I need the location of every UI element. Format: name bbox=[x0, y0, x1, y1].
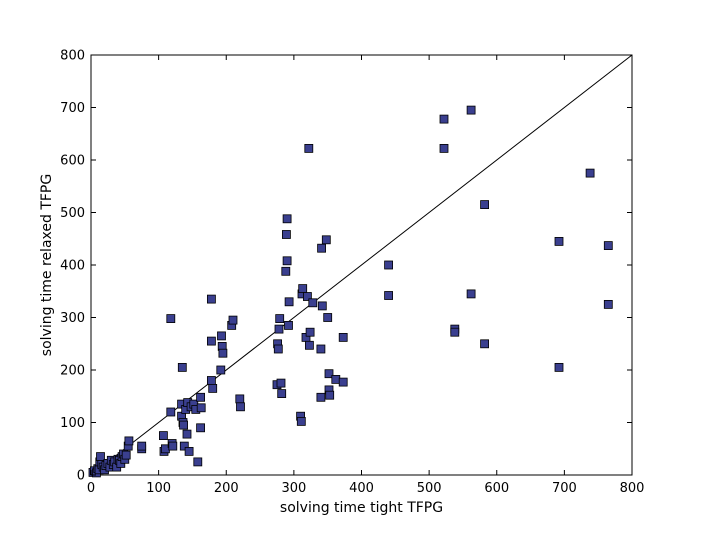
data-point-76 bbox=[284, 297, 294, 307]
y-tick-label-7: 700 bbox=[60, 101, 85, 116]
data-point-74 bbox=[282, 256, 292, 266]
data-point-90 bbox=[317, 301, 327, 311]
y-tick-label-3: 300 bbox=[60, 311, 85, 326]
data-point-87 bbox=[316, 344, 326, 354]
x-tick-label-1: 100 bbox=[146, 481, 171, 496]
data-point-102 bbox=[439, 143, 449, 153]
data-point-49 bbox=[196, 423, 206, 433]
data-point-44 bbox=[184, 446, 194, 456]
y-tick-label-0: 0 bbox=[77, 469, 85, 484]
data-point-69 bbox=[276, 378, 286, 388]
data-point-51 bbox=[196, 403, 206, 413]
data-point-71 bbox=[281, 266, 291, 276]
ticks-layer: 0 100 200 300 400 500 600 700 800 0 100 200 300 400 50… bbox=[60, 49, 644, 497]
data-point-80 bbox=[298, 284, 308, 294]
data-point-73 bbox=[282, 214, 292, 224]
data-point-40 bbox=[179, 441, 189, 451]
data-point-88 bbox=[316, 392, 326, 402]
data-point-50 bbox=[196, 392, 206, 402]
data-point-83 bbox=[304, 143, 314, 153]
data-point-55 bbox=[208, 383, 218, 393]
data-point-99 bbox=[384, 260, 394, 270]
y-tick-label-4: 400 bbox=[60, 259, 85, 274]
data-point-42 bbox=[182, 429, 192, 439]
x-tick-label-4: 400 bbox=[349, 481, 374, 496]
y-tick-label-2: 200 bbox=[60, 364, 85, 379]
data-point-37 bbox=[177, 362, 187, 372]
x-tick-label-5: 500 bbox=[417, 481, 442, 496]
x-axis-label: solving time tight TFPG bbox=[280, 500, 443, 516]
data-point-108 bbox=[480, 339, 490, 349]
data-point-104 bbox=[450, 327, 460, 337]
data-point-96 bbox=[331, 374, 341, 384]
data-point-48 bbox=[193, 457, 203, 467]
data-point-63 bbox=[236, 402, 245, 412]
data-point-82 bbox=[302, 292, 312, 301]
data-point-67 bbox=[274, 324, 284, 334]
x-tick-label-0: 0 bbox=[87, 481, 95, 496]
data-point-34 bbox=[168, 441, 178, 451]
data-point-6 bbox=[96, 452, 105, 462]
y-tick-label-5: 500 bbox=[60, 206, 85, 221]
data-point-100 bbox=[384, 291, 394, 300]
data-point-66 bbox=[273, 344, 283, 354]
data-point-23 bbox=[121, 450, 131, 460]
y-tick-label-8: 800 bbox=[60, 49, 85, 64]
data-point-31 bbox=[166, 407, 176, 417]
data-point-97 bbox=[338, 332, 348, 342]
data-point-59 bbox=[218, 348, 228, 358]
data-point-39 bbox=[179, 420, 189, 430]
data-point-112 bbox=[603, 241, 613, 251]
data-point-91 bbox=[321, 235, 331, 245]
data-point-27 bbox=[137, 441, 147, 451]
data-point-95 bbox=[325, 390, 335, 400]
data-point-57 bbox=[217, 331, 226, 341]
data-point-53 bbox=[206, 294, 216, 304]
data-point-92 bbox=[323, 313, 333, 322]
data-point-72 bbox=[281, 230, 291, 239]
data-point-109 bbox=[554, 236, 564, 246]
data-point-62 bbox=[235, 394, 245, 404]
y-axis-label: solving time relaxed TFPG bbox=[39, 174, 55, 356]
data-point-105 bbox=[466, 105, 476, 115]
data-point-106 bbox=[466, 289, 476, 299]
data-point-107 bbox=[480, 200, 490, 210]
data-point-101 bbox=[439, 114, 449, 124]
data-point-85 bbox=[305, 327, 315, 337]
y-tick-label-6: 600 bbox=[60, 154, 85, 169]
data-point-111 bbox=[585, 168, 595, 178]
data-point-52 bbox=[206, 376, 216, 385]
y-tick-label-1: 100 bbox=[60, 416, 85, 431]
x-tick-label-2: 200 bbox=[214, 481, 239, 496]
data-point-68 bbox=[275, 314, 285, 324]
data-point-28 bbox=[158, 431, 168, 441]
x-tick-label-3: 300 bbox=[281, 481, 306, 496]
data-point-61 bbox=[228, 315, 238, 325]
points-layer bbox=[88, 105, 613, 478]
data-point-93 bbox=[324, 369, 334, 379]
data-point-84 bbox=[304, 340, 314, 350]
data-point-56 bbox=[216, 365, 226, 375]
data-point-32 bbox=[166, 314, 176, 324]
data-point-54 bbox=[206, 336, 216, 346]
data-point-110 bbox=[554, 362, 564, 372]
x-tick-label-8: 800 bbox=[620, 481, 645, 496]
data-point-78 bbox=[296, 416, 306, 426]
data-point-98 bbox=[338, 377, 348, 387]
data-point-113 bbox=[603, 299, 613, 309]
data-point-25 bbox=[124, 436, 134, 446]
x-tick-label-6: 600 bbox=[484, 481, 509, 496]
x-tick-label-7: 700 bbox=[552, 481, 577, 496]
data-point-86 bbox=[308, 298, 318, 308]
data-point-75 bbox=[284, 320, 293, 330]
data-point-70 bbox=[277, 389, 287, 399]
data-point-89 bbox=[317, 243, 327, 253]
